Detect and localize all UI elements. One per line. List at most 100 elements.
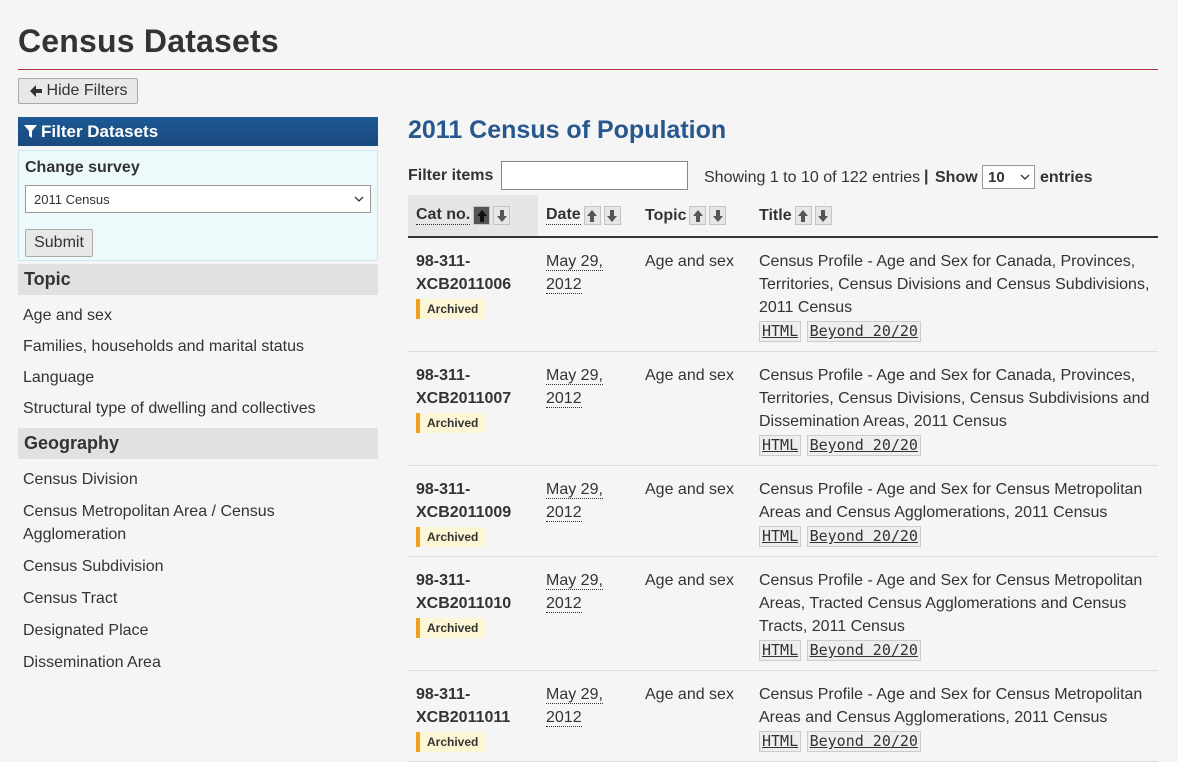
beyond2020-format-link[interactable]: Beyond 20/20 — [806, 640, 921, 661]
topic-item[interactable]: Structural type of dwelling and collecti… — [23, 400, 316, 417]
hide-filters-label: Hide Filters — [46, 82, 128, 99]
cat-no-cell: 98-311- XCB2011009 Archived — [408, 465, 538, 557]
cat-no-part: 98-311- — [416, 367, 471, 384]
table-row: 98-311- XCB2011010 Archived May 29, 2012 … — [408, 556, 1158, 671]
column-label: Date — [546, 206, 581, 225]
cat-no-cell: 98-311- XCB2011010 Archived — [408, 556, 538, 671]
arrow-left-icon — [29, 85, 42, 97]
archived-badge: Archived — [416, 618, 487, 638]
archived-badge: Archived — [416, 413, 487, 433]
filter-sidebar: Filter Datasets Change survey 2011 Censu… — [18, 117, 378, 679]
survey-selected-value: 2011 Census — [34, 191, 110, 207]
beyond2020-format-link[interactable]: Beyond 20/20 — [806, 435, 921, 456]
filter-items-label: Filter items — [408, 167, 494, 184]
title-cell: Census Profile - Age and Sex for Census … — [751, 465, 1158, 557]
date-line: 2012 — [546, 276, 582, 294]
html-format-link[interactable]: HTML — [759, 640, 802, 661]
date-line: 2012 — [546, 595, 582, 613]
geography-item[interactable]: Dissemination Area — [23, 654, 161, 671]
geography-list: Census Division Census Metropolitan Area… — [18, 459, 378, 679]
date-line: May 29, — [546, 686, 603, 704]
sort-ascending-icon[interactable] — [583, 206, 601, 225]
date-line: May 29, — [546, 572, 603, 590]
table-controls: Filter items Showing 1 to 10 of 122 entr… — [408, 161, 1158, 191]
entries-info: Showing 1 to 10 of 122 entries — [704, 169, 921, 186]
date-cell: May 29, 2012 — [538, 351, 637, 466]
html-format-link[interactable]: HTML — [759, 435, 802, 456]
html-format-link[interactable]: HTML — [759, 321, 802, 342]
filter-items-input[interactable] — [501, 161, 688, 190]
topic-list: Age and sex Families, households and mar… — [18, 295, 378, 424]
dataset-title: Census Profile - Age and Sex for Census … — [759, 686, 1143, 726]
geography-item[interactable]: Census Subdivision — [23, 558, 164, 575]
sort-descending-icon[interactable] — [814, 206, 832, 225]
geography-item[interactable]: Census Tract — [23, 590, 118, 607]
geography-section-heading: Geography — [18, 428, 378, 459]
date-line: 2012 — [546, 709, 582, 727]
date-cell: May 29, 2012 — [538, 237, 637, 352]
cat-no-part: 98-311- — [416, 572, 471, 589]
sort-ascending-icon[interactable] — [689, 206, 707, 225]
topic-section-heading: Topic — [18, 264, 378, 295]
dataset-title: Census Profile - Age and Sex for Census … — [759, 481, 1143, 521]
geography-item[interactable]: Census Division — [23, 471, 138, 488]
title-cell: Census Profile - Age and Sex for Census … — [751, 670, 1158, 762]
dataset-title: Census Profile - Age and Sex for Canada,… — [759, 253, 1150, 316]
sort-descending-icon[interactable] — [603, 206, 621, 225]
beyond2020-format-link[interactable]: Beyond 20/20 — [806, 731, 921, 752]
filter-icon — [24, 125, 37, 138]
date-line: May 29, — [546, 253, 603, 271]
sort-descending-icon[interactable] — [493, 206, 511, 225]
entries-label: entries — [1040, 169, 1093, 186]
submit-button[interactable]: Submit — [25, 229, 93, 257]
archived-badge: Archived — [416, 732, 487, 752]
date-line: 2012 — [546, 390, 582, 408]
hide-filters-button[interactable]: Hide Filters — [18, 78, 138, 104]
table-header-row: Cat no. Date Topic — [408, 195, 1158, 238]
geography-item[interactable]: Designated Place — [23, 622, 149, 639]
topic-cell: Age and sex — [637, 237, 751, 352]
archived-badge: Archived — [416, 299, 487, 319]
dataset-title: Census Profile - Age and Sex for Census … — [759, 572, 1143, 635]
sort-descending-icon[interactable] — [709, 206, 727, 225]
topic-item[interactable]: Families, households and marital status — [23, 338, 305, 355]
change-survey-panel: Change survey 2011 Census Submit — [18, 150, 378, 261]
title-cell: Census Profile - Age and Sex for Canada,… — [751, 237, 1158, 352]
cat-no-part: XCB2011007 — [416, 390, 512, 407]
cat-no-part: XCB2011009 — [416, 504, 512, 521]
topic-cell: Age and sex — [637, 556, 751, 671]
html-format-link[interactable]: HTML — [759, 526, 802, 547]
beyond2020-format-link[interactable]: Beyond 20/20 — [806, 526, 921, 547]
topic-cell: Age and sex — [637, 465, 751, 557]
cat-no-part: XCB2011011 — [416, 709, 511, 726]
cat-no-cell: 98-311- XCB2011006 Archived — [408, 237, 538, 352]
topic-cell: Age and sex — [637, 670, 751, 762]
info-separator: | — [924, 168, 929, 185]
survey-select[interactable]: 2011 Census — [25, 185, 371, 213]
beyond2020-format-link[interactable]: Beyond 20/20 — [806, 321, 921, 342]
topic-item[interactable]: Age and sex — [23, 307, 112, 324]
column-label: Topic — [645, 206, 687, 224]
column-header-title[interactable]: Title — [751, 195, 1158, 238]
cat-no-part: 98-311- — [416, 481, 471, 498]
column-header-date[interactable]: Date — [538, 195, 637, 238]
date-line: May 29, — [546, 481, 603, 499]
column-label: Cat no. — [416, 206, 471, 225]
date-line: May 29, — [546, 367, 603, 385]
column-header-topic[interactable]: Topic — [637, 195, 751, 238]
table-row: 98-311- XCB2011006 Archived May 29, 2012 … — [408, 237, 1158, 352]
html-format-link[interactable]: HTML — [759, 731, 802, 752]
topic-cell: Age and sex — [637, 351, 751, 466]
page-length-value: 10 — [988, 168, 1005, 186]
sort-ascending-icon[interactable] — [473, 206, 491, 225]
table-row: 98-311- XCB2011007 Archived May 29, 2012 … — [408, 351, 1158, 466]
topic-item[interactable]: Language — [23, 369, 95, 386]
date-cell: May 29, 2012 — [538, 556, 637, 671]
geography-item[interactable]: Census Metropolitan Area / Census Agglom… — [23, 503, 275, 543]
column-header-cat-no[interactable]: Cat no. — [408, 195, 538, 238]
chevron-down-icon — [354, 196, 364, 202]
page-length-select[interactable]: 10 — [982, 165, 1035, 189]
cat-no-part: XCB2011010 — [416, 595, 512, 612]
sort-ascending-icon[interactable] — [794, 206, 812, 225]
show-label: Show — [935, 169, 978, 186]
